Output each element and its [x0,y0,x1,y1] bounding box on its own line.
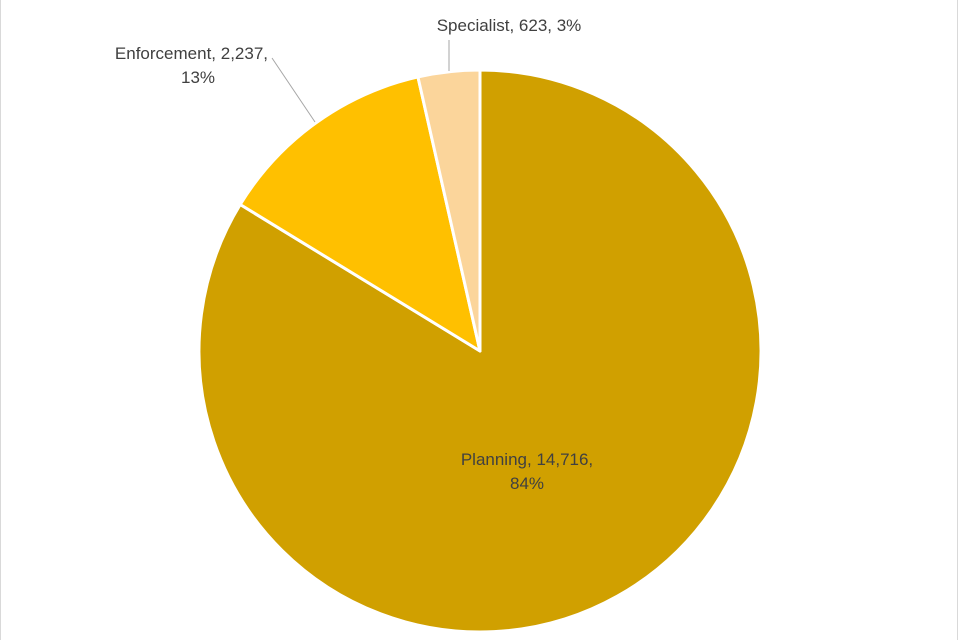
data-labels: Planning, 14,716, 84% Enforcement, 2,237, 1… [115,16,593,493]
pie-slice-enforcement [238,75,482,353]
pie-slices [197,68,763,634]
pie-slice-specialist [416,68,482,353]
data-label-enforcement: Enforcement, 2,237, 13% [115,44,268,87]
data-label-line: Enforcement, 2,237, [115,44,268,63]
data-label-planning: Planning, 14,716, 84% [461,450,593,493]
data-label-line: 13% [181,68,215,87]
leader-lines [271,40,450,123]
data-label-specialist: Specialist, 623, 3% [437,16,582,35]
data-label-line: Specialist, 623, 3% [437,16,582,35]
leader-line-enforcement [271,57,316,123]
pie-slice-planning [197,68,763,634]
data-label-line: Planning, 14,716, [461,450,593,469]
data-label-line: 84% [510,474,544,493]
